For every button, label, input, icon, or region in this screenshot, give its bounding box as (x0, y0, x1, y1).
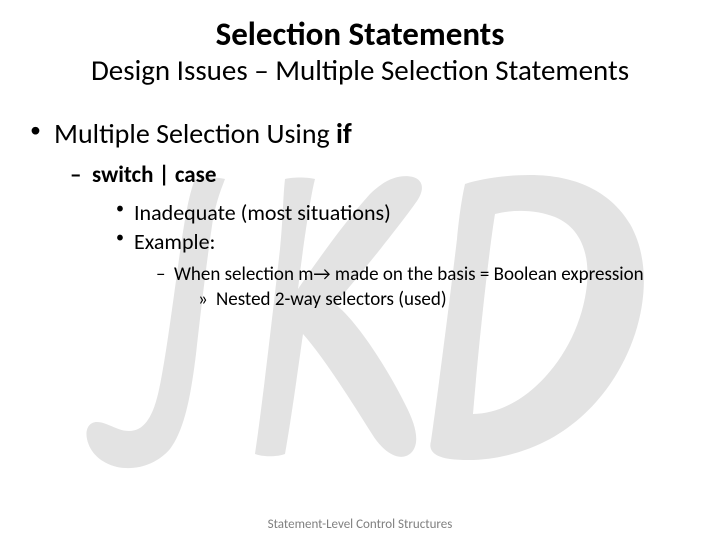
bullet-level-5: Nested 2-way selectors (used) (30, 288, 700, 311)
slide-content: Selection Statements Design Issues – Mul… (0, 14, 720, 311)
slide-footer: Statement-Level Control Structures (0, 517, 720, 532)
bullet-text-bold: if (336, 116, 352, 151)
bullet-level-3: Inadequate (most situations) (30, 199, 700, 226)
slide: Selection Statements Design Issues – Mul… (0, 14, 720, 540)
slide-subtitle: Design Issues – Multiple Selection State… (0, 52, 720, 88)
bullet-level-2: switch | case (30, 161, 700, 189)
bullet-level-3: Example: (30, 228, 700, 255)
slide-body: Multiple Selection Using if switch | cas… (0, 116, 720, 311)
bullet-text: Multiple Selection Using (54, 116, 336, 151)
slide-title: Selection Statements (0, 14, 720, 54)
bullet-level-4: When selection m→ made on the basis = Bo… (30, 263, 700, 286)
bullet-level-1: Multiple Selection Using if (30, 116, 700, 151)
